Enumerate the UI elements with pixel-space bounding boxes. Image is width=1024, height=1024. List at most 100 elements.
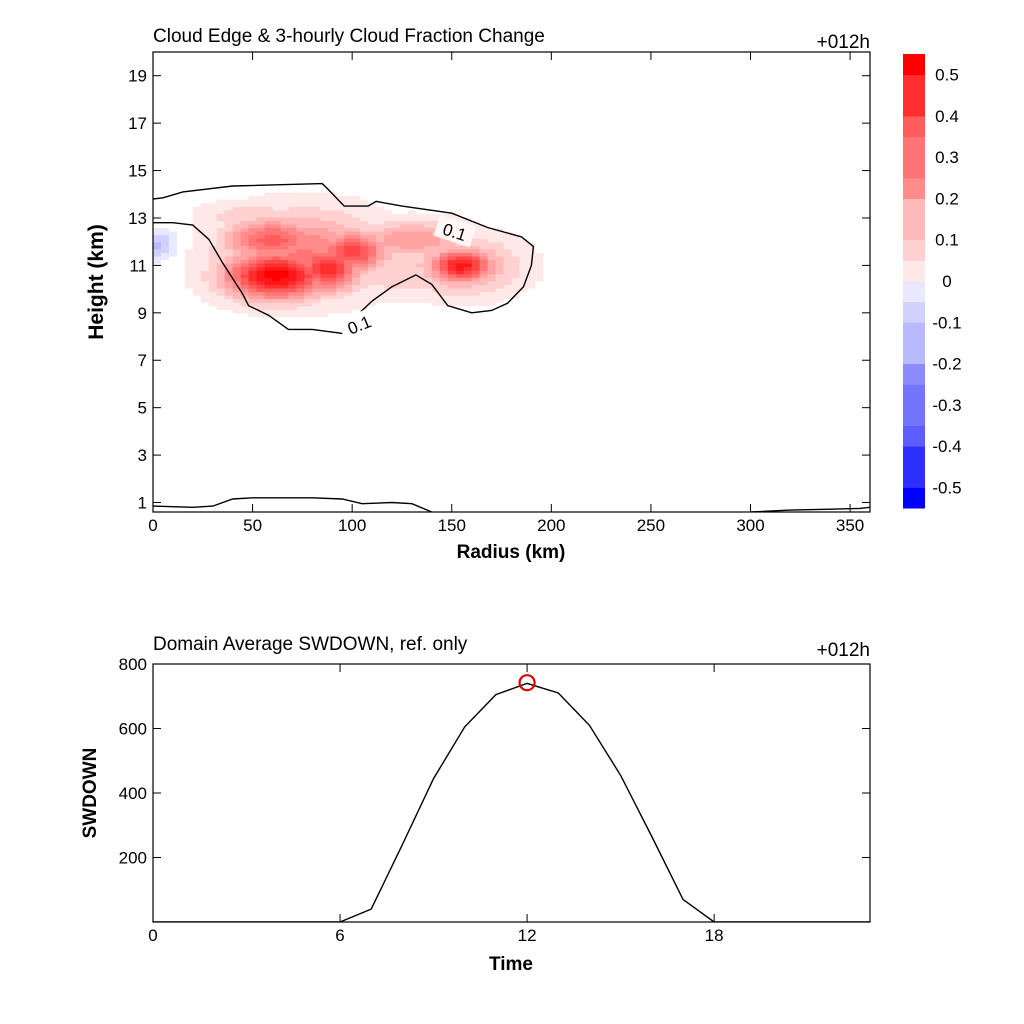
heatmap-cell — [328, 501, 337, 506]
heatmap-cell — [256, 295, 266, 300]
heatmap-cell — [208, 369, 218, 374]
heatmap-cell — [407, 152, 417, 157]
heatmap-cell — [280, 305, 290, 310]
heatmap-cell — [320, 74, 329, 79]
heatmap-cell — [376, 259, 385, 264]
heatmap-cell — [176, 419, 186, 424]
heatmap-cell — [208, 287, 218, 293]
heatmap-cell — [423, 408, 433, 414]
heatmap-cell — [368, 106, 377, 111]
heatmap-cell — [208, 159, 218, 165]
heatmap-cell — [240, 447, 250, 453]
heatmap-cell — [192, 184, 202, 189]
heatmap-cell — [240, 184, 250, 189]
heatmap-cell — [352, 152, 361, 157]
heatmap-cell — [216, 202, 226, 207]
heatmap-cell — [256, 92, 266, 97]
heatmap-cell — [360, 476, 369, 481]
heatmap-cell — [280, 437, 290, 442]
heatmap-cell — [264, 53, 274, 58]
heatmap-cell — [153, 92, 162, 97]
heatmap-cell — [392, 127, 401, 133]
heatmap-cell — [168, 181, 178, 186]
heatmap-cell — [447, 437, 457, 442]
heatmap-cell — [153, 273, 162, 278]
heatmap-cell — [288, 426, 297, 431]
heatmap-cell — [320, 401, 329, 406]
heatmap-cell — [376, 316, 385, 321]
heatmap-cell — [376, 245, 385, 250]
heatmap-cell — [368, 78, 377, 83]
heatmap-cell — [312, 88, 321, 93]
heatmap-cell — [184, 191, 194, 197]
heatmap-cell — [320, 355, 329, 360]
heatmap-cell — [200, 476, 210, 481]
heatmap-cell — [304, 337, 313, 342]
heatmap-cell — [344, 88, 353, 93]
heatmap-cell — [423, 501, 433, 506]
heatmap-cell — [352, 159, 361, 165]
heatmap-cell — [264, 131, 274, 136]
heatmap-cell — [240, 472, 250, 478]
heatmap-cell — [160, 241, 170, 246]
heatmap-cell — [264, 344, 274, 349]
heatmap-cell — [399, 483, 409, 488]
heatmap-cell — [439, 415, 449, 421]
heatmap-cell — [153, 99, 162, 104]
heatmap-cell — [168, 255, 178, 261]
heatmap-cell — [184, 451, 194, 456]
heatmap-cell — [455, 362, 465, 367]
heatmap-cell — [288, 458, 297, 463]
heatmap-cell — [415, 280, 425, 285]
heatmap-cell — [431, 433, 441, 438]
heatmap-cell — [360, 81, 369, 86]
heatmap-cell — [352, 458, 361, 463]
heatmap-cell — [208, 52, 218, 54]
heatmap-cell — [184, 476, 194, 481]
heatmap-cell — [376, 99, 385, 104]
heatmap-cell — [296, 376, 305, 382]
heatmap-cell — [415, 95, 425, 101]
heatmap-cell — [160, 184, 170, 189]
heatmap-cell — [272, 504, 282, 510]
heatmap-cell — [368, 419, 377, 424]
heatmap-cell — [184, 167, 194, 172]
heatmap-cell — [160, 277, 170, 282]
heatmap-cell — [384, 52, 393, 54]
heatmap-cell — [312, 295, 321, 300]
heatmap-cell — [360, 458, 369, 463]
heatmap-cell — [455, 497, 465, 502]
heatmap-cell — [224, 341, 234, 346]
heatmap-cell — [352, 433, 361, 438]
heatmap-cell — [447, 362, 457, 367]
heatmap-cell — [240, 199, 250, 204]
heatmap-cell — [296, 284, 305, 289]
heatmap-cell — [256, 462, 266, 467]
heatmap-cell — [368, 440, 377, 446]
heatmap-cell — [288, 334, 297, 339]
heatmap-cell — [192, 455, 202, 460]
heatmap-cell — [176, 284, 186, 289]
heatmap-cell — [200, 437, 210, 442]
heatmap-cell — [192, 312, 202, 317]
heatmap-cell — [423, 497, 433, 502]
heatmap-cell — [439, 376, 449, 382]
heatmap-cell — [455, 451, 465, 456]
heatmap-cell — [392, 152, 401, 157]
heatmap-cell — [328, 458, 337, 463]
heatmap-cell — [352, 462, 361, 467]
heatmap-cell — [280, 447, 290, 453]
heatmap-cell — [184, 231, 194, 236]
heatmap-cell — [328, 52, 337, 54]
heatmap-cell — [352, 234, 361, 239]
heatmap-cell — [216, 152, 226, 157]
heatmap-cell — [272, 266, 282, 271]
heatmap-cell — [184, 113, 194, 118]
heatmap-cell — [415, 291, 425, 296]
heatmap-cell — [168, 469, 178, 474]
heatmap-cell — [184, 174, 194, 179]
heatmap-cell — [431, 309, 441, 314]
heatmap-cell — [280, 63, 290, 69]
heatmap-cell — [240, 88, 250, 93]
heatmap-cell — [240, 344, 250, 349]
